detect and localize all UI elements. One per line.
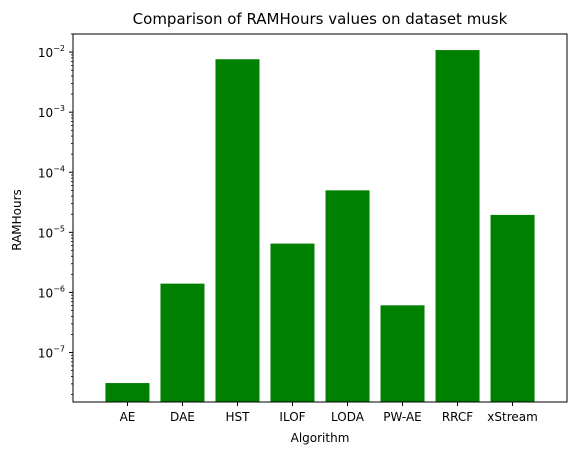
x-tick-label: PW-AE [383,410,421,424]
x-tick-label: HST [225,410,250,424]
y-tick-label: 10−6 [38,284,65,300]
y-tick-label: 10−4 [38,164,65,180]
bar-ae [105,383,150,402]
y-tick-label: 10−3 [38,104,65,120]
y-tick-label: 10−2 [38,44,65,60]
x-tick-label: xStream [487,410,538,424]
plot-frame [72,33,568,403]
x-tick-label: AE [120,410,136,424]
bar-ilof [270,243,315,402]
bar-hst [215,59,260,403]
bar-xstream [490,214,535,402]
chart-title: Comparison of RAMHours values on dataset… [133,10,508,28]
y-axis-label: RAMHours [10,189,24,251]
x-tick-label: LODA [331,410,365,424]
x-axis-label: Algorithm [291,431,350,445]
x-tick-label: ILOF [279,410,305,424]
x-tick-label: RRCF [442,410,473,424]
bar-loda [325,190,370,402]
bars-group [105,50,535,403]
x-ticks-group: AE DAE HST ILOF LODA PW-AE RRCF xStream [120,402,538,424]
y-tick-label: 10−5 [38,224,65,240]
y-tick-label: 10−7 [38,344,65,360]
bar-dae [160,283,205,402]
y-ticks-group: 10−7 10−6 10−5 10−4 10−3 10−2 [38,33,73,395]
bar-rrcf [435,50,480,403]
x-tick-label: DAE [170,410,195,424]
bar-pw-ae [380,305,425,402]
